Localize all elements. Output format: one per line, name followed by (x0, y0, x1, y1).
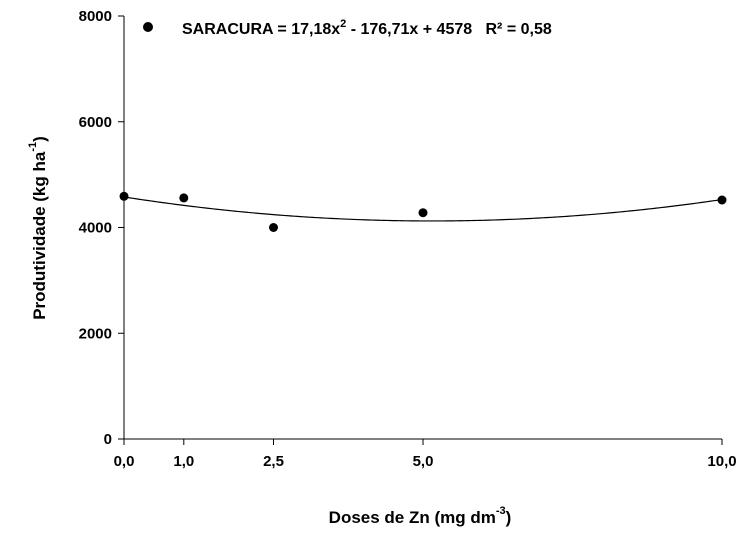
x-axis-label-sup: -3 (496, 505, 506, 517)
y-tick-label: 4000 (79, 220, 112, 237)
x-axis-label: Doses de Zn (mg dm-3) (329, 505, 512, 527)
legend-equation-part2: - 176,71x + 4578 R² = 0,58 (346, 21, 552, 38)
data-points (119, 191, 727, 232)
x-axis-label-tail: ) (506, 508, 512, 527)
y-axis-label-main: Produtividade (kg ha (30, 151, 49, 320)
data-point (179, 193, 189, 203)
legend-equation-sup: 2 (340, 18, 346, 30)
y-tick-label: 8000 (79, 8, 112, 25)
x-tick-label: 1,0 (173, 453, 194, 470)
legend-series-name: SARACURA (182, 21, 274, 38)
y-axis-label-sup: -1 (27, 142, 39, 152)
legend-equation-part1: = 17,18x (273, 21, 340, 38)
x-tick-label: 5,0 (413, 453, 434, 470)
y-tick-label: 2000 (79, 325, 112, 342)
data-point (418, 208, 428, 218)
data-point (119, 191, 129, 201)
legend: SARACURA = 17,18x2 - 176,71x + 4578 R² =… (143, 18, 552, 38)
trendline (123, 196, 723, 222)
x-tick-label: 10,0 (707, 453, 736, 470)
legend-marker (143, 22, 153, 32)
x-tick-label: 2,5 (263, 453, 284, 470)
x-tick-label: 0,0 (114, 453, 135, 470)
axes (123, 16, 722, 440)
y-tick-label: 6000 (79, 114, 112, 131)
x-ticks: 0,0 1,0 2,5 5,0 10,0 (114, 439, 737, 470)
data-point (269, 223, 278, 232)
y-ticks: 0 2000 4000 6000 8000 (79, 8, 124, 448)
data-point (717, 195, 727, 205)
y-axis-label: Produtividade (kg ha-1) (27, 136, 49, 320)
y-axis-label-tail: ) (30, 136, 49, 142)
x-axis-label-main: Doses de Zn (mg dm (329, 508, 496, 527)
legend-text: SARACURA = 17,18x2 - 176,71x + 4578 R² =… (182, 18, 552, 38)
trendline-group (123, 196, 723, 222)
y-tick-label: 0 (104, 431, 112, 448)
